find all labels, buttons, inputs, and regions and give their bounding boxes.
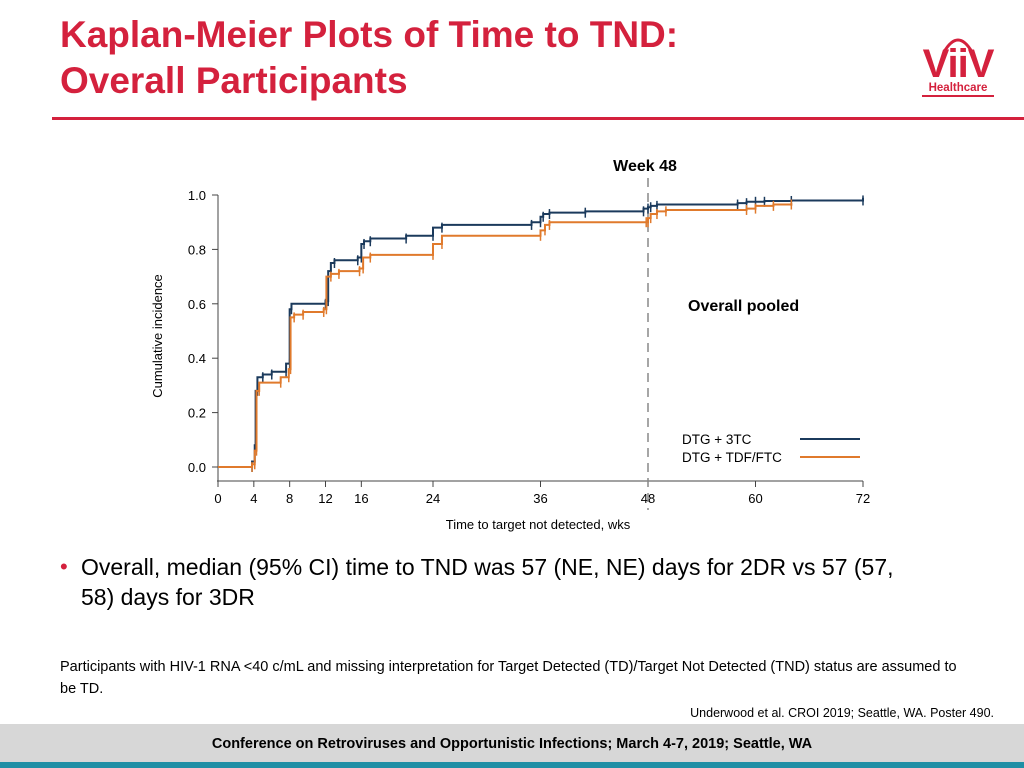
bullet-icon: • (60, 554, 68, 579)
x-tick-label: 60 (748, 491, 762, 506)
legend-label-dtg-tdf-ftc: DTG + TDF/FTC (682, 450, 782, 465)
slide-title: Kaplan-Meier Plots of Time to TND: Overa… (60, 12, 880, 104)
footer-bar: Conference on Retroviruses and Opportuni… (0, 724, 1024, 762)
x-tick-label: 0 (214, 491, 221, 506)
title-divider (52, 117, 1024, 120)
x-tick-label: 36 (533, 491, 547, 506)
x-tick-label: 16 (354, 491, 368, 506)
y-tick-label: 1.0 (188, 188, 206, 203)
logo-subtext: Healthcare (928, 82, 988, 94)
chart-labels: Week 48 Overall pooled Time to target no… (150, 158, 799, 532)
reference-line-label: Week 48 (613, 158, 677, 175)
y-tick-label: 0.8 (188, 242, 206, 257)
legend-label-dtg-3tc: DTG + 3TC (682, 432, 752, 447)
km-curve-dtg-tdf-ftc (218, 203, 793, 468)
x-axis-title: Time to target not detected, wks (446, 517, 631, 532)
x-tick-label: 8 (286, 491, 293, 506)
y-tick-label: 0.2 (188, 406, 206, 421)
citation: Underwood et al. CROI 2019; Seattle, WA.… (690, 706, 994, 720)
chart-series (218, 195, 864, 472)
logo-arc-icon (942, 38, 974, 53)
x-tick-label: 72 (856, 491, 870, 506)
slide-title-line-1: Kaplan-Meier Plots of Time to TND: (60, 14, 679, 55)
x-tick-label: 12 (318, 491, 332, 506)
viiv-logo: ViiV Healthcare (912, 26, 1004, 98)
y-tick-label: 0.6 (188, 297, 206, 312)
logo-underline (922, 95, 994, 97)
chart-axes: 0.00.20.40.60.81.00 4 8 12 16 24 36 48 60 72 (188, 178, 870, 510)
key-finding-text: Overall, median (95% CI) time to TND was… (81, 554, 894, 610)
y-tick-label: 0.4 (188, 351, 206, 366)
panel-label: Overall pooled (688, 298, 799, 315)
y-tick-label: 0.0 (188, 460, 206, 475)
slide-title-line-2: Overall Participants (60, 60, 408, 101)
footnote: Participants with HIV-1 RNA <40 c/mL and… (60, 659, 957, 697)
kaplan-meier-chart: 0.00.20.40.60.81.00 4 8 12 16 24 36 48 60 72 Week… (150, 158, 870, 532)
y-axis-title: Cumulative incidence (150, 274, 165, 398)
x-tick-label: 24 (426, 491, 440, 506)
logo-wordmark: ViiV (922, 42, 995, 86)
footer-stripe (0, 762, 1024, 768)
x-tick-label: 4 (250, 491, 257, 506)
footer-conference-text: Conference on Retroviruses and Opportuni… (211, 736, 813, 752)
